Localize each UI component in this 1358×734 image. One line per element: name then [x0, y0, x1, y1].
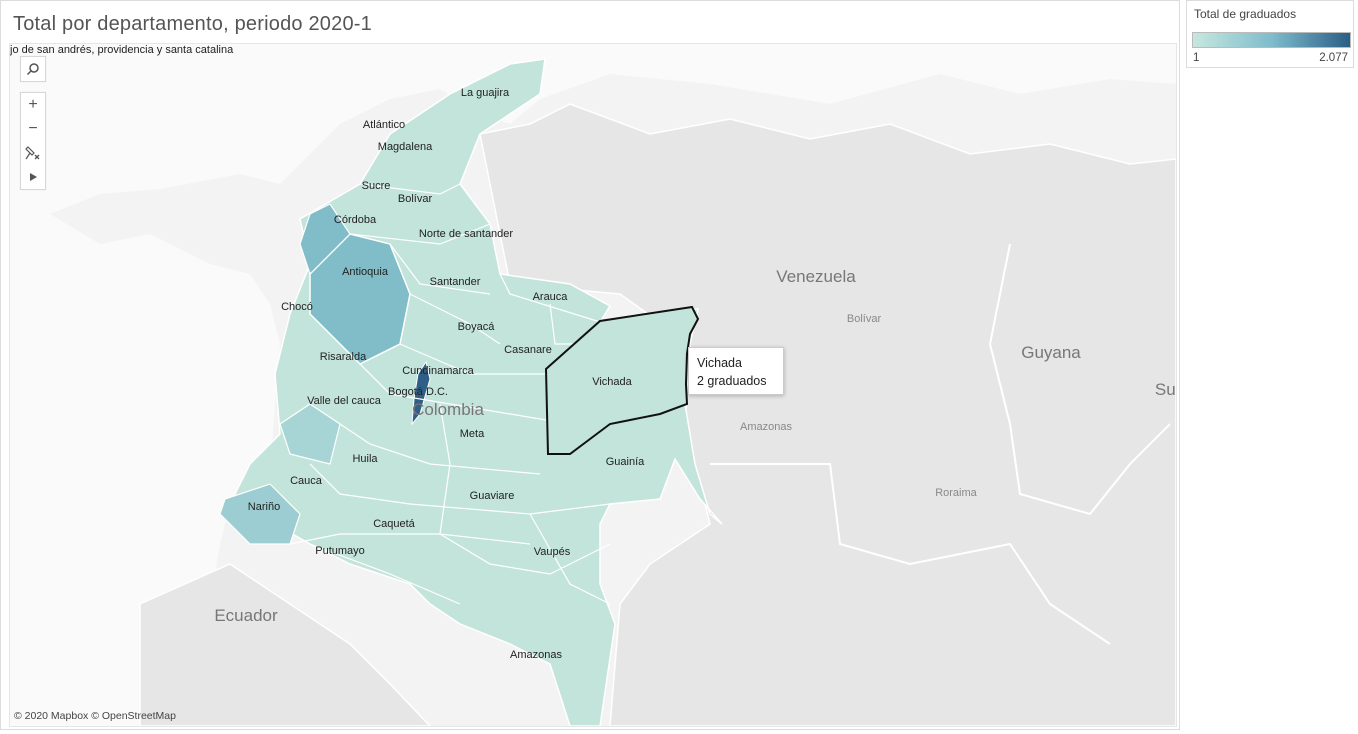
- dept-label-guaviare: Guaviare: [470, 490, 515, 502]
- guyana-border: [988, 243, 1171, 516]
- dept-label-casanare: Casanare: [504, 344, 552, 356]
- play-icon[interactable]: [21, 165, 45, 189]
- search-icon[interactable]: [21, 57, 45, 81]
- dept-label-meta: Meta: [460, 428, 485, 440]
- tooltip-value: 2 graduados: [697, 374, 767, 388]
- dept-label-arauca: Arauca: [533, 291, 569, 303]
- country-label-suri: Suri: [1155, 380, 1176, 399]
- search-toolbar: [20, 56, 46, 82]
- legend-min: 1: [1193, 52, 1200, 64]
- pin-icon[interactable]: [21, 141, 45, 165]
- venezuela-land: [479, 103, 1176, 726]
- dept-label-boyaca: Boyacá: [458, 321, 496, 333]
- dept-label-choco: Chocó: [281, 301, 313, 313]
- clipped-department-label: jo de san andrés, providencia y santa ca…: [10, 44, 234, 56]
- legend-gradient: [1192, 32, 1351, 48]
- region-cordoba[interactable]: [299, 203, 351, 276]
- dept-label-magdalena: Magdalena: [378, 141, 433, 153]
- dept-label-narino: Nariño: [248, 501, 280, 513]
- tooltip: Vichada 2 graduados: [688, 347, 784, 395]
- dept-label-valle-del-cauca: Valle del cauca: [307, 395, 382, 407]
- dept-label-cauca: Cauca: [290, 475, 323, 487]
- map-labels: La guajira Atlántico Magdalena Sucre Bolívar…: [214, 87, 1176, 661]
- country-label-colombia: Colombia: [412, 400, 484, 419]
- tooltip-region: Vichada: [697, 356, 742, 370]
- place-label-roraima: Roraima: [935, 487, 977, 499]
- dept-label-norte-de-santander: Norte de santander: [419, 228, 514, 240]
- pacific-sea: [10, 214, 280, 726]
- sea: [10, 44, 1176, 224]
- color-legend: Total de graduados 1 2.077: [1186, 0, 1354, 68]
- zoom-out-button[interactable]: −: [28, 120, 38, 137]
- dept-label-putumayo: Putumayo: [315, 545, 365, 557]
- dept-label-santander: Santander: [430, 276, 481, 288]
- dept-label-bolivar: Bolívar: [398, 193, 433, 205]
- dept-label-sucre: Sucre: [362, 180, 391, 192]
- dept-label-bogota-d-c: Bogotá D.C.: [388, 386, 448, 398]
- map-area[interactable]: La guajira Atlántico Magdalena Sucre Bolívar…: [9, 43, 1177, 727]
- dept-label-guainia: Guainía: [606, 456, 645, 468]
- map-canvas[interactable]: La guajira Atlántico Magdalena Sucre Bolívar…: [10, 44, 1176, 726]
- dept-label-risaralda: Risaralda: [320, 351, 367, 363]
- zoom-toolbar: + −: [20, 92, 46, 190]
- dept-label-antioquia: Antioquia: [342, 266, 389, 278]
- dept-label-cundinamarca: Cundinamarca: [402, 365, 474, 377]
- dept-label-amazonas: Amazonas: [510, 649, 562, 661]
- map-attribution[interactable]: © 2020 Mapbox © OpenStreetMap: [14, 710, 176, 722]
- brazil-border: [710, 463, 1111, 645]
- dept-label-vichada: Vichada: [592, 376, 632, 388]
- country-label-ecuador: Ecuador: [214, 606, 278, 625]
- ecuador-land: [139, 563, 432, 726]
- map-viz: Total por departamento, periodo 2020-1: [0, 0, 1180, 730]
- region-valle[interactable]: [279, 403, 341, 465]
- zoom-in-button[interactable]: +: [28, 96, 38, 113]
- dept-label-cordoba: Córdoba: [334, 214, 377, 226]
- dept-label-la-guajira: La guajira: [461, 87, 510, 99]
- dept-label-caqueta: Caquetá: [373, 518, 415, 530]
- place-label-amazonas: Amazonas: [740, 421, 792, 433]
- country-label-venezuela: Venezuela: [776, 267, 856, 286]
- dept-label-huila: Huila: [352, 453, 378, 465]
- country-label-guyana: Guyana: [1021, 343, 1081, 362]
- dept-label-atlantico: Atlántico: [363, 119, 405, 131]
- legend-title: Total de graduados: [1194, 7, 1297, 21]
- page-title: Total por departamento, periodo 2020-1: [13, 13, 372, 35]
- region-bogota[interactable]: [411, 360, 431, 426]
- legend-max: 2.077: [1319, 52, 1348, 64]
- dept-label-vaupes: Vaupés: [534, 546, 571, 558]
- region-vichada[interactable]: [544, 305, 700, 455]
- place-label-bolivar: Bolívar: [847, 313, 882, 325]
